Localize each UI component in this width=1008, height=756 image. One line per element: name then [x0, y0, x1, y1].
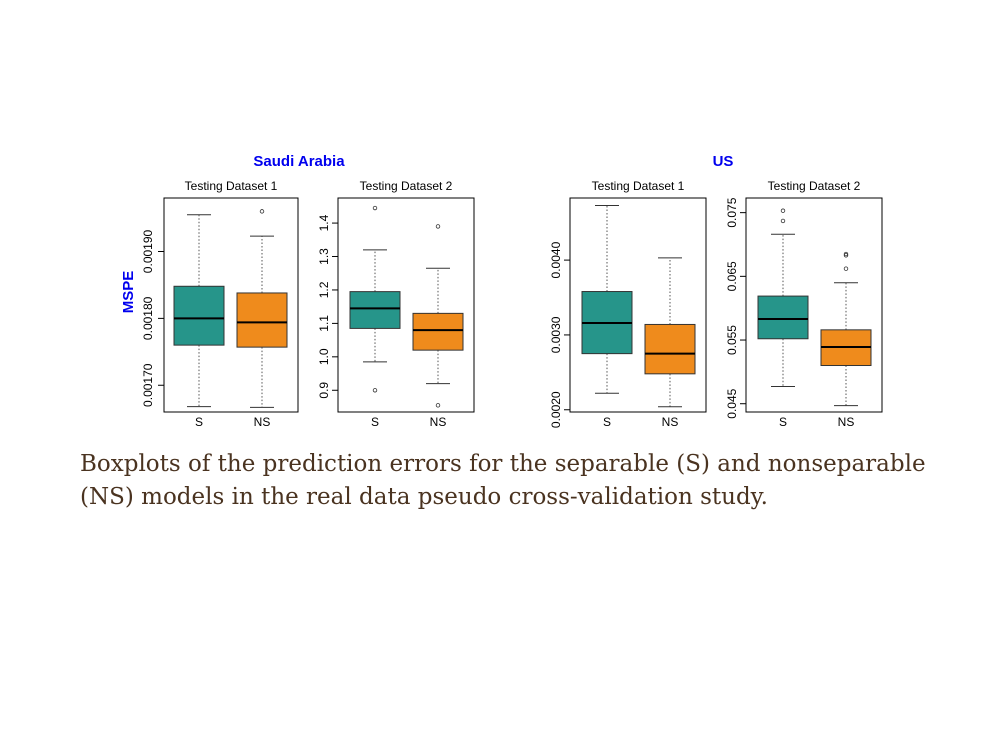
x-tick-label: S	[371, 415, 379, 429]
y-tick-label: 1.0	[317, 348, 331, 365]
panel-title: Testing Dataset 1	[592, 179, 685, 193]
x-tick-label: NS	[254, 415, 271, 429]
y-tick-label: 0.0020	[549, 391, 563, 428]
box-iqr	[349, 291, 401, 329]
x-tick-label: NS	[838, 415, 855, 429]
figure-caption: Boxplots of the prediction errors for th…	[80, 451, 926, 510]
plot-frame	[337, 197, 475, 413]
outlier-point	[435, 403, 441, 408]
box-ns: NS	[236, 209, 288, 429]
y-tick-label: 0.075	[725, 197, 739, 227]
x-tick-label: S	[779, 415, 787, 429]
x-tick-label: S	[195, 415, 203, 429]
group-title-us: US	[713, 153, 734, 170]
panel-title: Testing Dataset 2	[360, 179, 453, 193]
plot-frame	[163, 197, 299, 413]
panels: Testing Dataset 1 0.00170 0.00180 0.00190 S N…	[141, 179, 883, 429]
outlier-point	[843, 253, 849, 258]
y-tick-label: 0.00190	[141, 229, 155, 273]
y-tick-label: 0.00170	[141, 363, 155, 407]
x-tick-label: NS	[662, 415, 679, 429]
y-tick-label: 0.00180	[141, 296, 155, 340]
box-iqr	[412, 312, 464, 351]
y-tick-label: 0.055	[725, 325, 739, 355]
panel-1: Testing Dataset 1 0.00170 0.00180 0.00190 S N…	[141, 179, 299, 429]
group-title-saudi-arabia: Saudi Arabia	[253, 153, 345, 170]
outlier-point	[843, 251, 849, 257]
y-tick-label: 0.045	[725, 388, 739, 418]
panel-title: Testing Dataset 1	[185, 179, 278, 193]
outlier-point	[372, 205, 378, 211]
y-tick-label: 1.4	[317, 214, 331, 231]
y-tick-label: 0.9	[317, 382, 331, 399]
box-iqr	[757, 295, 809, 340]
box-ns: NS	[644, 257, 696, 429]
box-iqr	[236, 292, 288, 348]
box-iqr	[644, 323, 696, 375]
outlier-point	[435, 224, 441, 229]
box-s: S	[349, 205, 401, 429]
outlier-point	[780, 208, 786, 213]
plot-frame	[745, 197, 883, 413]
box-s: S	[581, 204, 633, 429]
y-tick-label: 0.065	[725, 261, 739, 291]
y-tick-label: 0.0030	[549, 316, 563, 353]
panel-3: Testing Dataset 1 0.0020 0.0030 0.0040 S NS	[549, 179, 707, 429]
panel-4: Testing Dataset 2 0.045 0.055 0.065 0.075 S NS	[725, 179, 883, 429]
y-tick-label: 1.2	[317, 281, 331, 298]
outlier-point	[259, 209, 265, 214]
y-tick-label: 1.3	[317, 248, 331, 265]
panel-title: Testing Dataset 2	[768, 179, 861, 193]
outlier-point	[780, 218, 786, 224]
y-axis-label: MSPE	[120, 271, 137, 314]
outlier-point	[372, 388, 378, 393]
plot-frame	[569, 197, 707, 413]
box-s: S	[757, 208, 809, 429]
y-tick-label: 0.0040	[549, 241, 563, 278]
y-tick-label: 1.1	[317, 315, 331, 332]
box-ns: NS	[412, 224, 464, 429]
panel-2: Testing Dataset 2 0.9 1.0 1.1 1.2 1.3 1.4 S NS	[317, 179, 475, 429]
box-iqr	[173, 285, 225, 346]
x-tick-label: NS	[430, 415, 447, 429]
x-tick-label: S	[603, 415, 611, 429]
outlier-point	[843, 266, 849, 271]
box-ns: NS	[820, 251, 872, 429]
box-s: S	[173, 214, 225, 429]
